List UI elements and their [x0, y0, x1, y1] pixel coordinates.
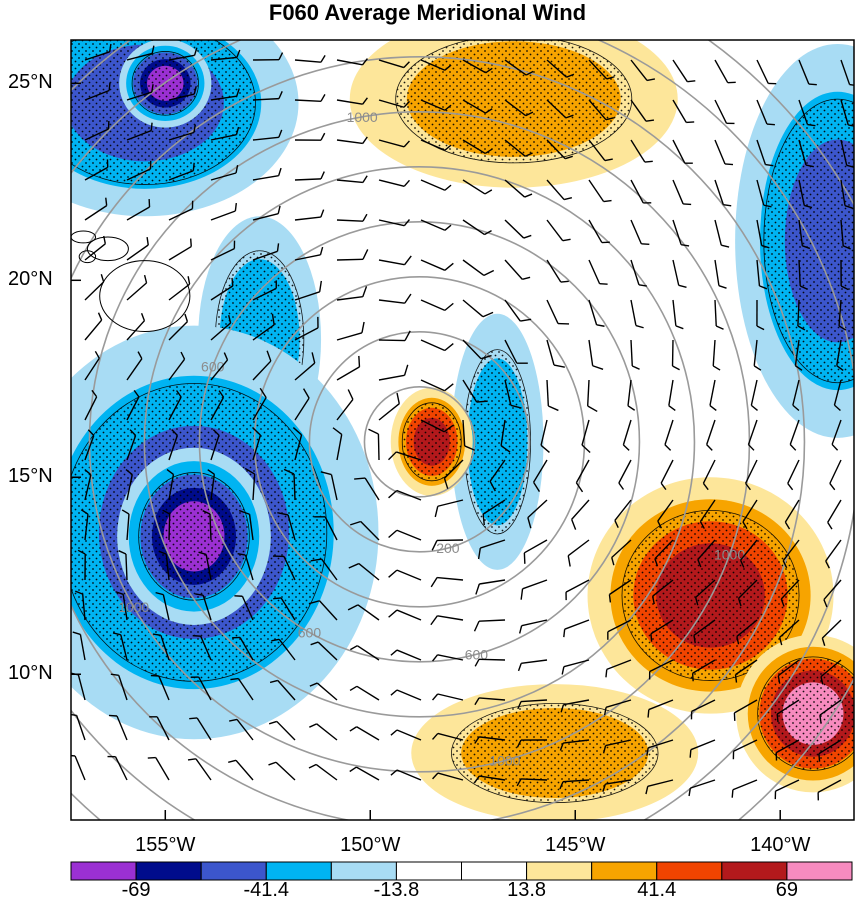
colorbar-swatch	[787, 862, 852, 880]
lat-tick-label: 15°N	[8, 465, 68, 488]
significance-stipple	[139, 473, 250, 601]
lat-tick-label: 10°N	[8, 662, 68, 685]
wind-barb-flag	[809, 84, 817, 85]
colorbar-swatch	[592, 862, 657, 880]
colorbar-swatch	[396, 862, 461, 880]
colorbar-swatch	[71, 862, 136, 880]
colorbar-swatch	[331, 862, 396, 880]
colorbar-label: 13.8	[487, 880, 567, 900]
range-ring-label: 200	[436, 540, 460, 556]
wind-barb-flag	[690, 750, 691, 758]
wind-barb-flag	[191, 239, 192, 247]
wind-barb-flag	[193, 636, 201, 637]
wind-barb-flag	[687, 81, 695, 82]
wind-barb-flag	[561, 281, 569, 282]
wind-barb-flag	[477, 401, 488, 402]
wind-barb-flag	[683, 204, 691, 205]
wind-barb-flag	[819, 754, 820, 762]
wind-barb-flag	[106, 198, 107, 206]
wind-barb-flag	[732, 790, 733, 798]
wind-barb	[294, 474, 295, 500]
lon-tick-label: 150°W	[320, 834, 420, 857]
colorbar-swatch	[722, 862, 787, 880]
significance-stipple	[451, 703, 658, 802]
wind-barb-flag	[109, 83, 110, 91]
range-ring-label: 1000	[347, 109, 378, 125]
colorbar-swatch	[266, 862, 331, 880]
colorbar-swatch	[527, 862, 592, 880]
wind-barb	[337, 259, 363, 260]
wind-barb-flag	[735, 675, 736, 683]
wind-barb-flag	[767, 124, 775, 125]
wind-barb-flag	[148, 758, 156, 759]
colorbar-swatch	[201, 862, 266, 880]
colorbar-label: -41.4	[226, 880, 306, 900]
range-ring-label: 1000	[118, 599, 149, 615]
wind-barb	[169, 514, 170, 540]
wind-barb-flag	[151, 675, 159, 676]
wind-barb-flag	[232, 278, 233, 286]
wind-barb-flag	[151, 123, 152, 131]
wind-barb-flag	[564, 629, 565, 637]
range-ring-label: 1000	[489, 753, 520, 769]
wind-barb-flag	[189, 718, 197, 719]
wind-barb-flag	[651, 634, 652, 642]
range-ring-label: 600	[201, 359, 225, 375]
wind-barb-flag	[273, 598, 281, 599]
significance-stipple	[402, 403, 461, 481]
wind-barb-flag	[777, 714, 778, 722]
colorbar-swatch	[657, 862, 722, 880]
lon-tick-label: 155°W	[115, 834, 215, 857]
wind-barb-flag	[193, 163, 194, 171]
lat-tick-label: 25°N	[8, 71, 68, 94]
colorbar-label: -13.8	[356, 880, 436, 900]
lat-tick-label: 20°N	[8, 268, 68, 291]
colorbar-swatch	[462, 862, 527, 880]
wind-barb-flag	[648, 710, 649, 718]
colorbar	[71, 862, 852, 880]
colorbar-label: 69	[747, 880, 827, 900]
wind-barb-flag	[606, 669, 607, 677]
wind-barb-flag	[609, 595, 610, 603]
wind-barb	[379, 340, 405, 341]
wind-barb-flag	[109, 715, 117, 716]
colorbar-label: 41.4	[617, 880, 697, 900]
wind-barb	[378, 434, 379, 460]
wind-barb-flag	[359, 356, 360, 367]
wind-barb-flag	[645, 161, 653, 162]
colorbar-swatch	[136, 862, 201, 880]
wind-barb	[479, 659, 505, 660]
wind-barb-flag	[693, 673, 694, 681]
wind-barb-flag	[725, 164, 733, 165]
lon-tick-label: 140°W	[730, 834, 830, 857]
lon-tick-label: 145°W	[525, 834, 625, 857]
range-ring-label: 600	[298, 624, 322, 640]
colorbar-label: -69	[96, 880, 176, 900]
wind-barb-flag	[235, 203, 236, 211]
wind-barb-flag	[604, 201, 612, 202]
